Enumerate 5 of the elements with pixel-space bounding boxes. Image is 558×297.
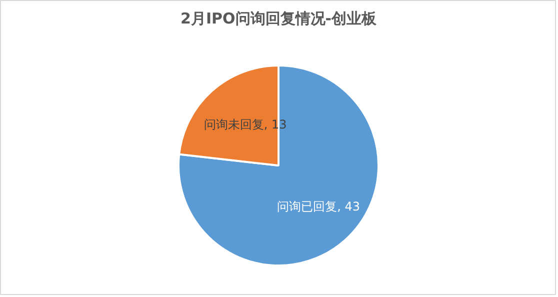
slice-label: 问询未回复 (204, 117, 264, 132)
slice-label: 问询已回复 (277, 200, 338, 214)
data-label: , 43 (337, 200, 360, 214)
data-label: , 13 (264, 117, 287, 132)
chart-title: 2月IPO问询回复情况-创业板 (180, 10, 378, 28)
